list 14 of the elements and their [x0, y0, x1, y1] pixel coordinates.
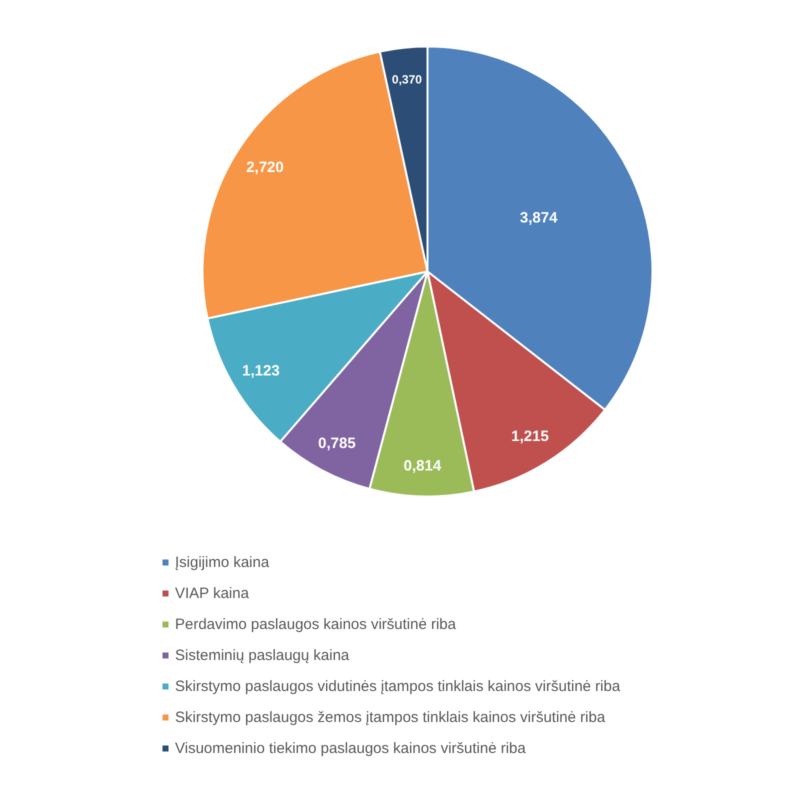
- data-label: 0,370: [392, 72, 422, 87]
- data-label: 2,720: [246, 158, 284, 176]
- legend-label: Skirstymo paslaugos žemos įtampos tinklais kainos viršutinė riba: [175, 708, 606, 727]
- legend-label: Skirstymo paslaugos vidutinės įtampos tinklais kainos viršutinė riba: [175, 676, 620, 696]
- data-label: 1,215: [511, 428, 549, 446]
- data-label: 0,814: [404, 457, 442, 474]
- legend-label: Sisteminių paslaugų kaina: [175, 646, 350, 665]
- legend-label: VIAP kaina: [175, 584, 249, 603]
- legend-label: Įsigijimo kaina: [175, 552, 270, 572]
- legend-label: Visuomeninio tiekimo paslaugos kainos viršutinė riba: [175, 738, 526, 758]
- data-label: 0,785: [318, 435, 356, 452]
- legend-label: Perdavimo paslaugos kainos viršutinė riba: [175, 614, 456, 634]
- data-label: 1,123: [242, 362, 280, 380]
- data-label: 3,874: [520, 210, 558, 227]
